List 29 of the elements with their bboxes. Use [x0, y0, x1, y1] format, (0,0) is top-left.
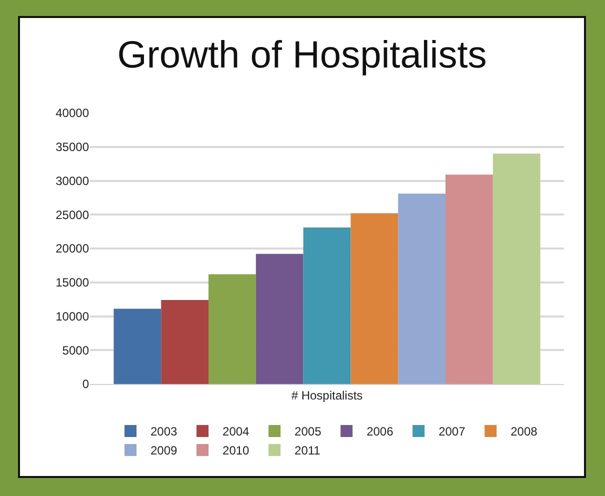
y-tick-label: 25000 [56, 208, 90, 222]
x-tick-label: # Hospitalists [291, 388, 363, 402]
bar [114, 308, 162, 384]
bar [350, 213, 398, 384]
legend-label: 2005 [294, 424, 322, 439]
y-tick-label: 5000 [62, 343, 90, 358]
legend-label: 2006 [366, 424, 394, 439]
legend-label: 2007 [438, 424, 466, 439]
legend-label: 2004 [222, 424, 250, 439]
y-tick-label: 30000 [56, 174, 90, 188]
legend-label: 2003 [150, 424, 178, 439]
legend-label: 2008 [510, 424, 538, 439]
bar [303, 228, 351, 384]
y-tick-label: 10000 [56, 309, 90, 324]
chart-title: Growth of Hospitalists [117, 34, 487, 76]
bar [398, 194, 446, 384]
legend-label: 2011 [294, 444, 321, 458]
bar [256, 254, 304, 384]
legend-label: 2010 [222, 444, 250, 458]
bar [446, 174, 493, 384]
legend-label: 2009 [150, 444, 178, 458]
y-tick-label: 15000 [56, 276, 90, 290]
y-tick-label: 40000 [56, 106, 90, 120]
y-tick-label: 0 [82, 377, 90, 392]
bar [208, 274, 256, 384]
y-tick-label: 20000 [56, 242, 90, 256]
y-tick-label: 35000 [56, 140, 90, 154]
bar [492, 154, 540, 384]
bar [161, 300, 208, 384]
